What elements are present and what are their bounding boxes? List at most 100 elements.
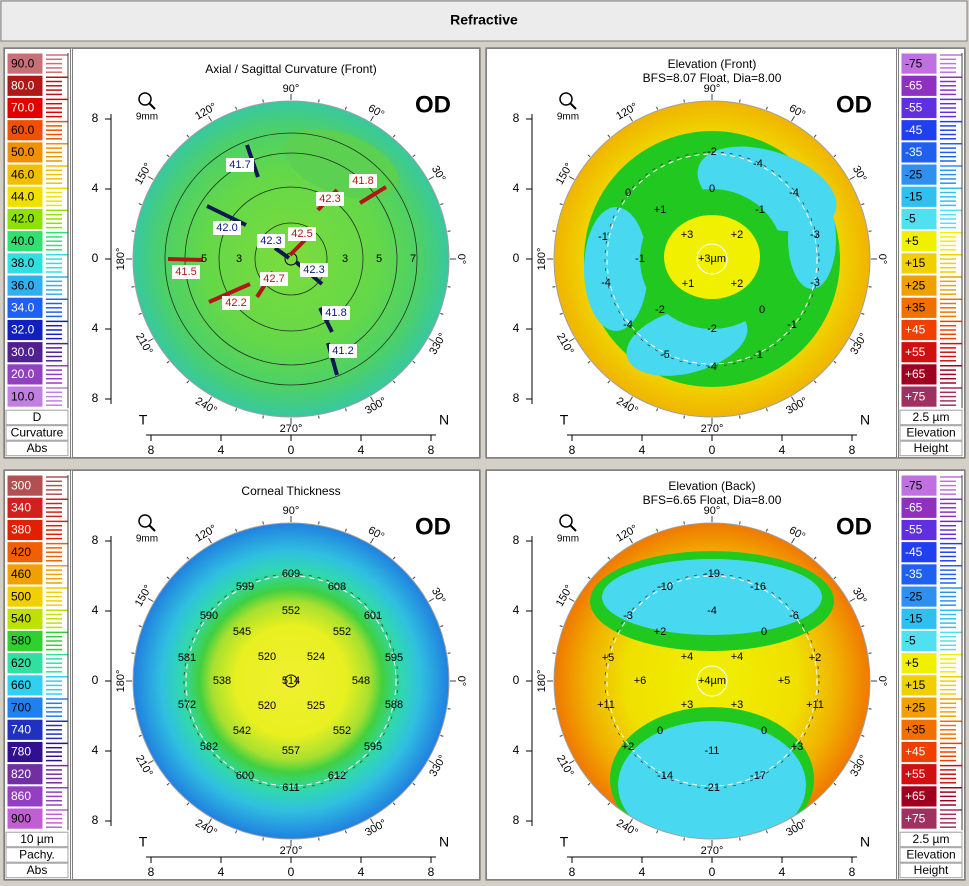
value-box <box>322 306 350 320</box>
map-value: -19 <box>704 568 720 580</box>
map-value: 0 <box>625 187 631 199</box>
scale-label: -65 <box>905 500 923 514</box>
angle-tick <box>166 154 170 158</box>
scale-swatch <box>6 474 44 497</box>
map-value: +4 <box>731 651 744 663</box>
scale-swatch <box>900 185 938 208</box>
map-value: 41.5 <box>175 266 196 278</box>
angle-tick <box>849 338 856 342</box>
scale-label: 20.0 <box>11 367 35 381</box>
angle-tick <box>813 802 817 806</box>
scale-label: -75 <box>905 478 923 492</box>
angle-tick <box>739 415 741 419</box>
title-bar <box>0 0 968 42</box>
map-value: -1 <box>787 319 797 331</box>
map-value: 588 <box>385 699 403 711</box>
angle-tick <box>428 598 435 602</box>
map-title: Axial / Sagittal Curvature (Front) <box>205 62 376 76</box>
map-value: 42.0 <box>216 222 237 234</box>
temporal-label: T <box>560 412 569 428</box>
color-scale: -75 -65 -55 -45 -35 -25 -15 -5 +5 +15 +25 +35 +45 +55… <box>898 470 965 880</box>
scale-swatch <box>900 363 938 386</box>
scale-swatch <box>900 96 938 120</box>
angle-tick <box>392 556 396 560</box>
angle-tick <box>656 408 659 412</box>
map-value: -3 <box>810 229 820 241</box>
angle-label: 180° <box>115 670 127 693</box>
angle-tick <box>138 734 142 737</box>
scale-swatch <box>6 96 44 120</box>
map-value: +6 <box>634 675 647 687</box>
scale-label: +25 <box>905 278 926 292</box>
map-value: +2 <box>731 229 744 241</box>
scale-swatch <box>6 363 44 386</box>
panel: 300 340 380 420 460 500 540 580 620 660 700 740 780 8… <box>3 469 481 881</box>
map-value: -5 <box>660 349 670 361</box>
scale-swatch <box>900 474 938 497</box>
angle-tick <box>412 154 416 158</box>
scale-label: -15 <box>905 611 923 625</box>
angle-tick <box>131 230 135 232</box>
angle-tick <box>765 408 768 412</box>
map-value: -17 <box>750 770 766 782</box>
ring-label: 5 <box>376 253 382 265</box>
x-tick-label: 4 <box>358 865 365 879</box>
map-value: +1 <box>682 278 695 290</box>
zoom-icon <box>559 92 573 106</box>
scale-label: -15 <box>905 189 923 203</box>
map-fill <box>554 523 870 839</box>
angle-tick <box>765 830 768 834</box>
x-tick-label: 0 <box>288 865 295 879</box>
map-value: 595 <box>385 652 403 664</box>
map-value: 0 <box>759 304 765 316</box>
map-value: 572 <box>178 699 196 711</box>
map-title: Corneal Thickness <box>241 484 340 498</box>
scale-label: 740 <box>11 722 31 736</box>
angle-tick <box>208 818 212 825</box>
map-value: -4 <box>623 319 633 331</box>
angle-tick <box>587 154 591 158</box>
y-tick-label: 8 <box>513 111 520 125</box>
scale-swatch <box>900 230 938 253</box>
zoom-label: 9mm <box>136 534 158 545</box>
map-value: 545 <box>233 626 251 638</box>
scale-footer-cell <box>5 847 69 863</box>
map-value: -14 <box>657 770 673 782</box>
map-value: +3 <box>791 741 804 753</box>
scale-footer-cell <box>5 425 69 441</box>
angle-tick <box>166 360 170 364</box>
nasal-label: N <box>439 834 449 850</box>
angle-tick <box>147 598 154 602</box>
map-value: -2 <box>707 146 717 158</box>
map-value: -2 <box>707 323 717 335</box>
angle-tick <box>208 396 212 403</box>
scale-label: 44.0 <box>11 189 35 203</box>
map-value: -4 <box>707 605 717 617</box>
scale-label: +5 <box>905 656 919 670</box>
map-zone <box>664 215 760 299</box>
map-value: 42.5 <box>291 228 312 240</box>
angle-tick <box>833 154 837 158</box>
scale-label: +75 <box>905 389 926 403</box>
zoom-icon <box>138 92 152 106</box>
map-title: Elevation (Back) <box>668 479 755 493</box>
scale-footer: Abs <box>27 863 48 877</box>
scale-label: 660 <box>11 678 31 692</box>
value-box <box>226 158 254 172</box>
map-value: +4 <box>681 651 694 663</box>
angle-tick <box>587 576 591 580</box>
scale-footer-cell <box>5 862 69 879</box>
map-value: 0 <box>761 725 767 737</box>
panel: -75 -65 -55 -45 -35 -25 -15 -5 +5 +15 +25 +35 +45 +55… <box>485 469 966 881</box>
scale-label: 70.0 <box>11 101 35 115</box>
map-value: 557 <box>282 745 300 757</box>
scale-label: 10.0 <box>11 389 35 403</box>
angle-tick <box>344 408 347 412</box>
angle-tick <box>683 99 685 103</box>
map-value: +5 <box>602 652 615 664</box>
scale-footer: 2.5 µm <box>913 410 950 424</box>
scale-label: -45 <box>905 545 923 559</box>
angle-tick <box>552 286 556 288</box>
angle-tick <box>868 286 872 288</box>
value-box <box>172 265 200 279</box>
